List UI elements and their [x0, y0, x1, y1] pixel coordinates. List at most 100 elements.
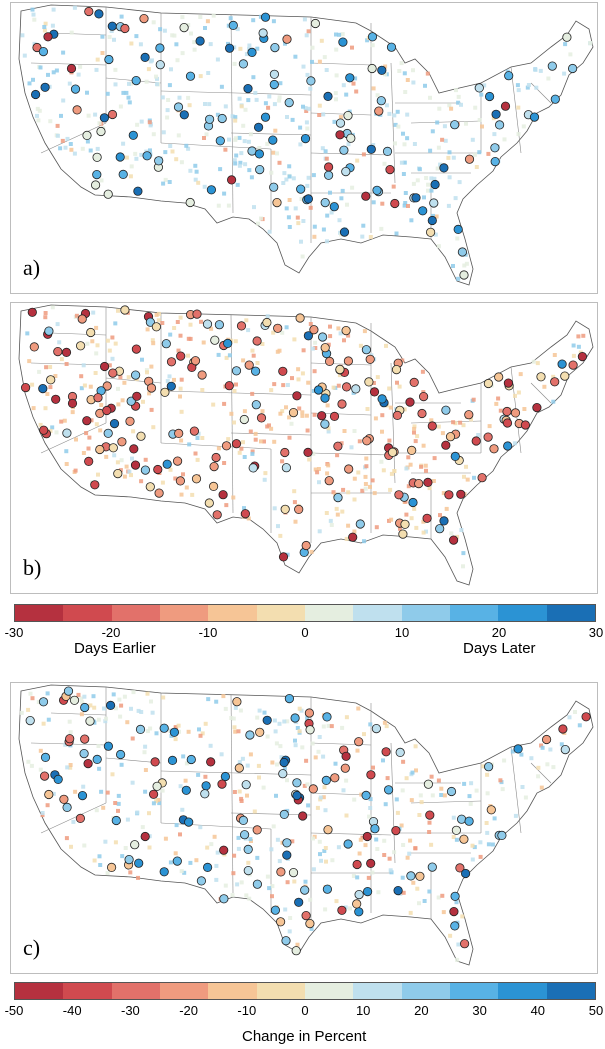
station-square	[438, 513, 442, 518]
station-square	[149, 407, 154, 412]
station-circle	[422, 513, 432, 523]
station-circle	[474, 83, 484, 93]
station-square	[310, 741, 315, 746]
station-circle	[448, 535, 459, 545]
station-square	[344, 536, 349, 541]
station-square	[251, 18, 256, 23]
station-square	[317, 103, 322, 108]
station-circle	[435, 524, 445, 534]
station-square	[116, 386, 120, 391]
station-square	[231, 495, 236, 500]
station-square	[485, 791, 490, 796]
station-circle	[310, 18, 320, 29]
station-circle	[338, 37, 348, 47]
station-square	[38, 422, 43, 427]
station-square	[351, 81, 356, 86]
station-circle	[107, 862, 117, 872]
station-circle	[240, 509, 250, 519]
station-square	[130, 456, 134, 461]
station-square	[321, 227, 326, 232]
station-square	[454, 88, 458, 93]
station-square	[205, 845, 210, 850]
station-circle	[320, 343, 330, 353]
station-circle	[59, 794, 69, 804]
station-square	[317, 480, 321, 485]
station-circle	[278, 769, 288, 779]
station-square	[375, 847, 380, 851]
station-square	[360, 234, 365, 239]
station-square	[122, 474, 127, 479]
station-circle	[176, 351, 186, 361]
station-square	[246, 860, 251, 865]
station-square	[215, 850, 220, 855]
station-circle	[272, 198, 282, 208]
station-square	[323, 907, 328, 912]
station-square	[321, 724, 326, 729]
station-circle	[567, 63, 578, 74]
station-circle	[393, 886, 403, 896]
station-circle	[541, 734, 552, 745]
station-square	[405, 855, 410, 860]
station-circle	[238, 815, 248, 825]
map-panel-c: c)	[10, 682, 598, 974]
station-circle	[490, 143, 500, 153]
state-border	[50, 332, 107, 336]
station-square	[411, 880, 416, 885]
station-square	[127, 81, 131, 86]
colorbar-segment	[111, 605, 160, 621]
colorbar-tick-label: 40	[530, 1003, 546, 1018]
station-circle	[190, 356, 201, 366]
station-square	[297, 729, 302, 734]
station-square	[552, 353, 557, 357]
station-square	[243, 162, 248, 167]
station-square	[328, 518, 333, 523]
station-circle	[155, 60, 165, 70]
station-square	[64, 362, 69, 366]
station-circle	[444, 490, 454, 500]
station-circle	[352, 859, 362, 870]
station-square	[196, 180, 201, 185]
station-square	[323, 808, 328, 813]
station-square	[382, 720, 387, 725]
station-square	[120, 854, 125, 859]
station-circle	[270, 905, 280, 915]
station-square	[274, 741, 279, 746]
station-square	[562, 71, 567, 76]
station-square	[292, 337, 297, 342]
station-circle	[409, 377, 419, 388]
state-border	[390, 362, 396, 484]
station-square	[265, 734, 270, 739]
station-square	[143, 744, 148, 749]
station-circle	[241, 780, 251, 790]
station-square	[404, 512, 409, 517]
station-square	[304, 413, 309, 418]
station-square	[43, 406, 48, 411]
station-square	[313, 755, 318, 760]
station-square	[182, 870, 187, 875]
station-circle	[225, 43, 235, 53]
station-circle	[103, 189, 113, 199]
station-square	[429, 188, 434, 193]
station-circle	[209, 462, 219, 472]
station-square	[363, 474, 368, 479]
station-square	[245, 763, 250, 768]
station-circle	[280, 447, 290, 458]
station-square	[412, 430, 416, 435]
station-square	[366, 875, 371, 880]
station-circle	[362, 831, 372, 842]
station-square	[95, 146, 100, 151]
station-square	[422, 899, 427, 903]
station-circle	[224, 381, 234, 391]
station-square	[359, 792, 364, 797]
station-square	[285, 552, 290, 557]
station-square	[172, 33, 177, 38]
station-square	[464, 121, 468, 126]
station-circle	[532, 403, 542, 413]
station-square	[287, 415, 292, 420]
station-square	[281, 383, 286, 388]
station-square	[401, 131, 405, 136]
station-square	[80, 700, 85, 705]
station-square	[295, 726, 300, 730]
station-circle	[109, 419, 120, 429]
station-square	[265, 314, 270, 319]
